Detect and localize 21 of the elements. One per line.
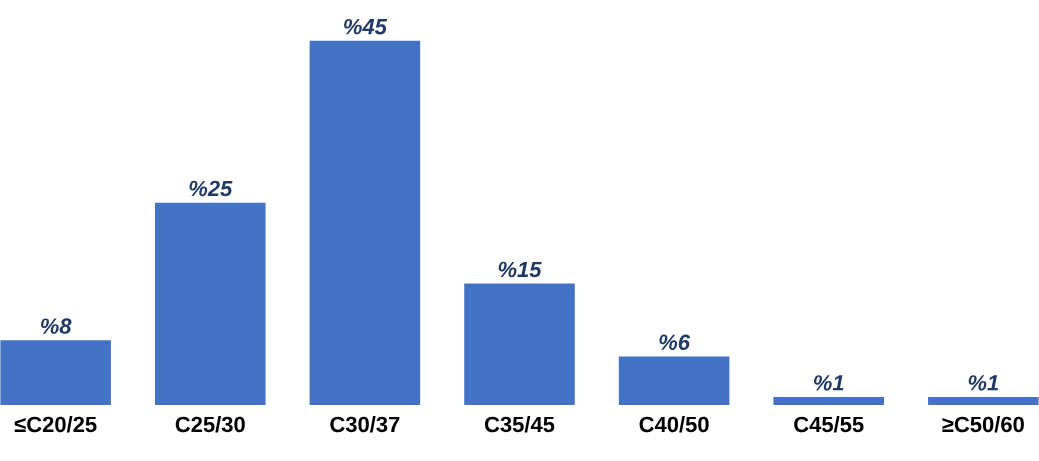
x-tick-label: C35/45 [484, 416, 555, 433]
bar [309, 40, 421, 406]
bar [155, 202, 266, 406]
x-tick-label: C45/55 [794, 416, 864, 433]
data-label: %1 [968, 375, 999, 391]
x-tick-label: C30/37 [330, 416, 400, 433]
data-label: %15 [498, 261, 542, 278]
bar [773, 396, 884, 406]
bar [618, 356, 730, 406]
bar [0, 340, 111, 406]
data-label: %45 [344, 18, 388, 35]
data-label: %25 [189, 180, 233, 197]
x-tick-label: C25/30 [175, 416, 245, 433]
data-label: %1 [814, 375, 844, 391]
data-label: %8 [40, 318, 72, 334]
bar [928, 396, 1039, 406]
data-label: %6 [659, 334, 691, 351]
x-tick-label: ≥C50/60 [942, 416, 1024, 433]
x-tick-label: C40/50 [639, 416, 709, 433]
bar [464, 283, 575, 406]
x-tick-label: ≤C20/25 [14, 416, 97, 433]
